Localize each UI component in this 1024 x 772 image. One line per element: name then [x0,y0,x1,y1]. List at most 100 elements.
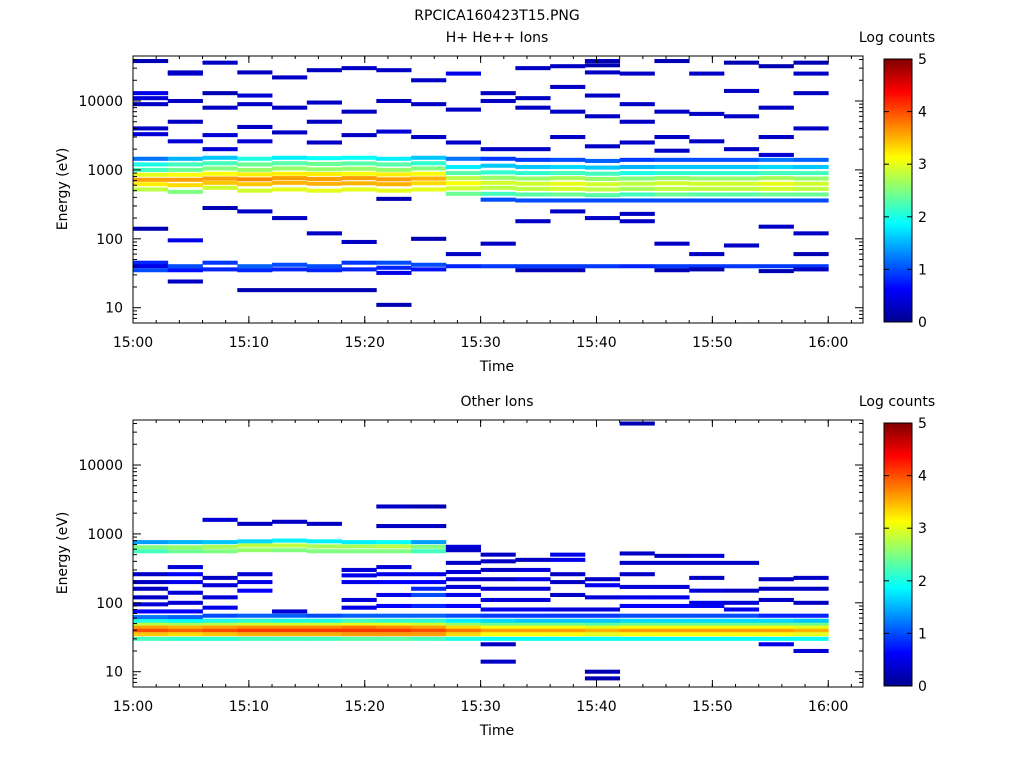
heatmap-cell [237,162,273,167]
heatmap-cell [133,628,169,633]
heatmap-cell [376,302,412,307]
heatmap-cell [793,628,829,633]
heatmap-cell [133,621,169,626]
heatmap-cell [133,636,169,641]
plot-frame [132,55,864,324]
heatmap-cell [654,181,690,186]
heatmap-cell [758,192,794,197]
heatmap-cell [167,549,203,554]
heatmap-cell [619,198,655,203]
heatmap-cell [167,624,203,629]
x-tick-label: 15:00 [113,699,153,715]
heatmap-cell [550,171,586,176]
heatmap-cell [515,176,551,181]
heatmap-cell [550,621,586,626]
heatmap-cell [133,615,169,620]
heatmap-cell [793,252,829,257]
heatmap-cell [654,595,690,600]
heatmap-cell [515,586,551,591]
heatmap-cell [167,618,203,623]
heatmap-cell [584,583,621,588]
colorbar-tick-label: 4 [918,105,927,121]
heatmap-cell [411,613,447,618]
heatmap-cell [515,105,551,110]
heatmap-cell [758,624,794,629]
heatmap-cell [445,569,482,575]
heatmap-cell [480,586,516,591]
heatmap-cell [793,171,829,176]
heatmap-cell [202,155,238,160]
heatmap-cell [411,628,447,633]
heatmap-cell [758,105,794,110]
heatmap-cell [167,545,203,550]
x-axis-label: Time [479,723,514,739]
heatmap-cell [272,538,308,543]
heatmap-cell [167,264,203,269]
x-tick-label: 15:50 [692,335,732,351]
heatmap-cell [411,586,447,591]
heatmap-cell [689,192,725,197]
heatmap-cell [689,553,725,558]
heatmap-cell [723,621,760,626]
heatmap-cell [758,642,794,647]
heatmap-cell [758,181,794,186]
heatmap-cell [515,219,551,224]
heatmap-cell [515,264,551,269]
heatmap-cell [445,181,482,186]
heatmap-cell [411,524,447,529]
heatmap-cell [619,572,655,577]
heatmap-cell [133,102,169,107]
colorbar [883,58,913,323]
heatmap-cell [654,198,690,203]
heatmap-cell [445,71,482,76]
heatmap-cell [202,618,238,623]
heatmap-cell [584,70,621,75]
heatmap-cell [376,156,412,161]
x-tick-label: 15:10 [229,335,269,351]
heatmap-cell [654,553,690,558]
heatmap-cell [480,180,516,185]
heatmap-cell [480,567,516,572]
heatmap-cell [376,98,412,104]
heatmap-cell [306,632,342,637]
heatmap-cell [202,540,238,545]
heatmap-cell [272,176,308,181]
heatmap-cell [654,264,690,269]
heatmap-cell [723,243,760,248]
heatmap-cell [480,91,516,96]
heatmap-cell [515,618,551,623]
heatmap-cell [376,265,412,270]
heatmap-cell [689,171,725,176]
heatmap-cell [341,267,377,272]
y-tick-label: 1000 [87,527,123,543]
heatmap-cell [445,107,482,112]
heatmap-cell [550,572,586,577]
heatmap-cell [654,192,690,197]
heatmap-cell [272,262,308,267]
heatmap-cell [202,628,238,633]
heatmap-cell [306,636,342,641]
heatmap-cell [202,60,238,65]
heatmap-cell [306,172,342,177]
heatmap-cell [689,621,725,626]
heatmap-cell [272,267,308,272]
heatmap-cell [689,575,725,580]
heatmap-cell [445,156,482,161]
heatmap-cell [550,592,586,597]
heatmap-cell [376,270,412,275]
heatmap-cell [619,560,655,565]
heatmap-cell [376,182,412,187]
heatmap-cell [167,580,203,585]
heatmap-cell [341,176,377,181]
heatmap-cell [584,187,621,192]
heatmap-cell [619,621,655,626]
heatmap-cell [411,176,447,181]
heatmap-cell [237,543,273,548]
heatmap-cell [515,597,551,602]
heatmap-cell [689,181,725,186]
heatmap-cell [515,165,551,170]
heatmap-cell [445,584,482,589]
heatmap-cell [272,288,308,293]
heatmap-cell [584,676,621,681]
heatmap-cell [167,600,203,605]
